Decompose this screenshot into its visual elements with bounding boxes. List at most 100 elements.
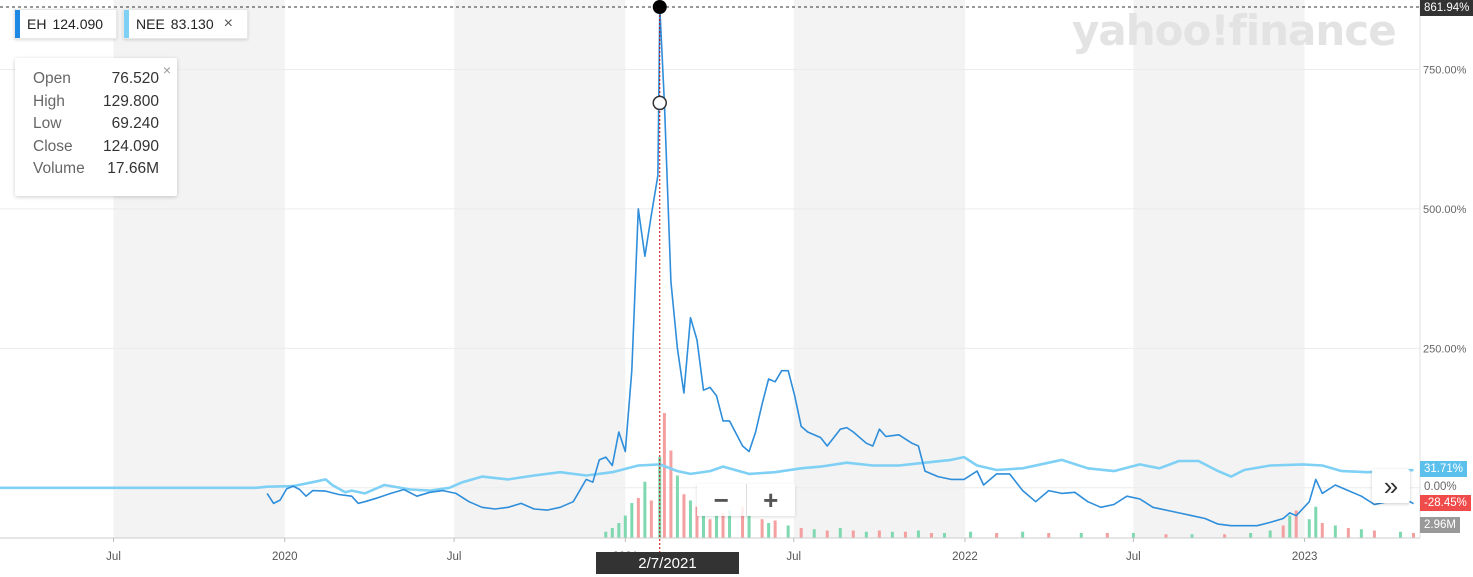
- volume-bar: [1281, 525, 1285, 538]
- volume-bar: [741, 506, 745, 538]
- volume-bar: [708, 519, 712, 538]
- volume-bar: [649, 500, 653, 538]
- crosshair: [652, 0, 668, 552]
- volume-bar: [1411, 533, 1415, 538]
- volume-bar: [1294, 510, 1298, 538]
- x-tick-label: Jul: [106, 551, 121, 563]
- crosshair-close-dot: [652, 95, 668, 111]
- price-lines: [0, 6, 1414, 527]
- zoom-controls: − +: [697, 484, 795, 516]
- volume-bar: [610, 528, 614, 538]
- x-tick-label: 2022: [952, 551, 978, 563]
- ohlc-label: Open: [33, 70, 71, 87]
- volume-bar: [715, 515, 719, 538]
- ohlc-value: 69.240: [111, 115, 159, 132]
- volume-bar: [799, 528, 803, 538]
- volume-bar: [617, 523, 621, 538]
- volume-bar: [688, 500, 692, 538]
- volume-bar: [1320, 523, 1324, 538]
- ohlc-row-high: High 129.800: [33, 93, 159, 116]
- volume-bar: [721, 513, 725, 538]
- volume-bar: [1190, 534, 1194, 538]
- volume-tag: 2.96M: [1420, 517, 1460, 533]
- x-tick-label: Jul: [1126, 551, 1141, 563]
- y-axis: 750.00% 500.00% 250.00%: [1423, 64, 1467, 355]
- remove-nee-icon[interactable]: ×: [223, 15, 233, 32]
- volume-bar: [623, 515, 627, 538]
- volume-bar: [838, 528, 842, 538]
- volume-bar: [658, 456, 662, 538]
- volume-bar: [1249, 533, 1253, 538]
- ohlc-value: 76.520: [111, 70, 159, 87]
- series-line-nee: [0, 455, 1414, 495]
- volume-bar: [877, 530, 881, 538]
- shaded-band: [454, 0, 626, 538]
- volume-bar: [643, 481, 647, 538]
- y-tick-label: 500.00%: [1423, 204, 1467, 216]
- volume-bar: [1372, 530, 1376, 538]
- volume-bar: [682, 494, 686, 538]
- y-tick-label: 250.00%: [1423, 343, 1467, 355]
- volume-bar: [636, 498, 640, 538]
- volume-bar: [929, 533, 933, 538]
- ticker-value: 124.090: [52, 16, 104, 32]
- x-tick-label: Jul: [447, 551, 462, 563]
- period-bands: [113, 0, 1305, 538]
- shaded-band: [793, 0, 965, 538]
- ticker-chip-nee[interactable]: NEE 83.130 ×: [123, 9, 248, 39]
- ohlc-row-volume: Volume 17.66M: [33, 160, 159, 183]
- shaded-band: [1133, 0, 1305, 538]
- volume-bar: [728, 510, 732, 538]
- eh-value-tag: -28.45%: [1420, 495, 1471, 511]
- ohlc-row-low: Low 69.240: [33, 115, 159, 138]
- ohlc-tooltip: × Open 76.520 High 129.800 Low 69.240 Cl…: [15, 58, 177, 196]
- nee-color-bar: [124, 10, 129, 38]
- volume-bar: [675, 475, 679, 538]
- crosshair-date-label: 2/7/2021: [596, 552, 739, 574]
- volume-bar: [890, 531, 894, 538]
- volume-bar: [1288, 515, 1292, 538]
- volume-bar: [760, 519, 764, 538]
- series-line-eh: [266, 6, 1414, 527]
- volume-bar: [1314, 506, 1318, 538]
- expand-chevron-icon[interactable]: »: [1372, 469, 1410, 503]
- yahoo-finance-logo: yahoo!finance: [1072, 6, 1397, 55]
- volume-bar: [1164, 534, 1168, 538]
- volume-bar: [864, 531, 868, 538]
- ticker-symbol: EH: [27, 16, 47, 32]
- ohlc-row-open: Open 76.520: [33, 70, 159, 93]
- zoom-out-button[interactable]: −: [697, 484, 747, 516]
- ohlc-label: Low: [33, 115, 62, 132]
- volume-bar: [1105, 533, 1109, 538]
- volume-bar: [1223, 534, 1227, 538]
- volume-bar: [995, 533, 999, 538]
- volume-bars: [604, 413, 1415, 538]
- volume-bar: [851, 530, 855, 538]
- eh-color-bar: [15, 10, 20, 38]
- max-value-tag: 861.94%: [1420, 0, 1473, 16]
- volume-bar: [1079, 533, 1083, 538]
- volume-bar: [1346, 528, 1350, 538]
- volume-bar: [773, 520, 777, 538]
- volume-bar: [767, 523, 771, 538]
- ohlc-row-close: Close 124.090: [33, 138, 159, 161]
- volume-bar: [604, 531, 608, 538]
- volume-bar: [662, 413, 666, 538]
- volume-bar: [942, 533, 946, 538]
- ohlc-label: Volume: [33, 160, 85, 177]
- ohlc-value: 17.66M: [107, 160, 159, 177]
- volume-bar: [825, 530, 829, 538]
- volume-bar: [1131, 533, 1135, 538]
- zoom-in-button[interactable]: +: [763, 484, 779, 515]
- volume-bar: [1359, 529, 1363, 538]
- volume-bar: [1307, 519, 1311, 538]
- volume-bar: [1021, 531, 1025, 538]
- crosshair-high-dot: [652, 0, 667, 14]
- close-tooltip-icon[interactable]: ×: [162, 62, 171, 78]
- x-tick-label: 2020: [272, 551, 298, 563]
- zero-tag: 0.00%: [1424, 481, 1457, 493]
- ohlc-value: 124.090: [102, 137, 159, 155]
- ticker-chip-eh[interactable]: EH 124.090: [14, 9, 117, 39]
- gridlines: [0, 0, 1421, 538]
